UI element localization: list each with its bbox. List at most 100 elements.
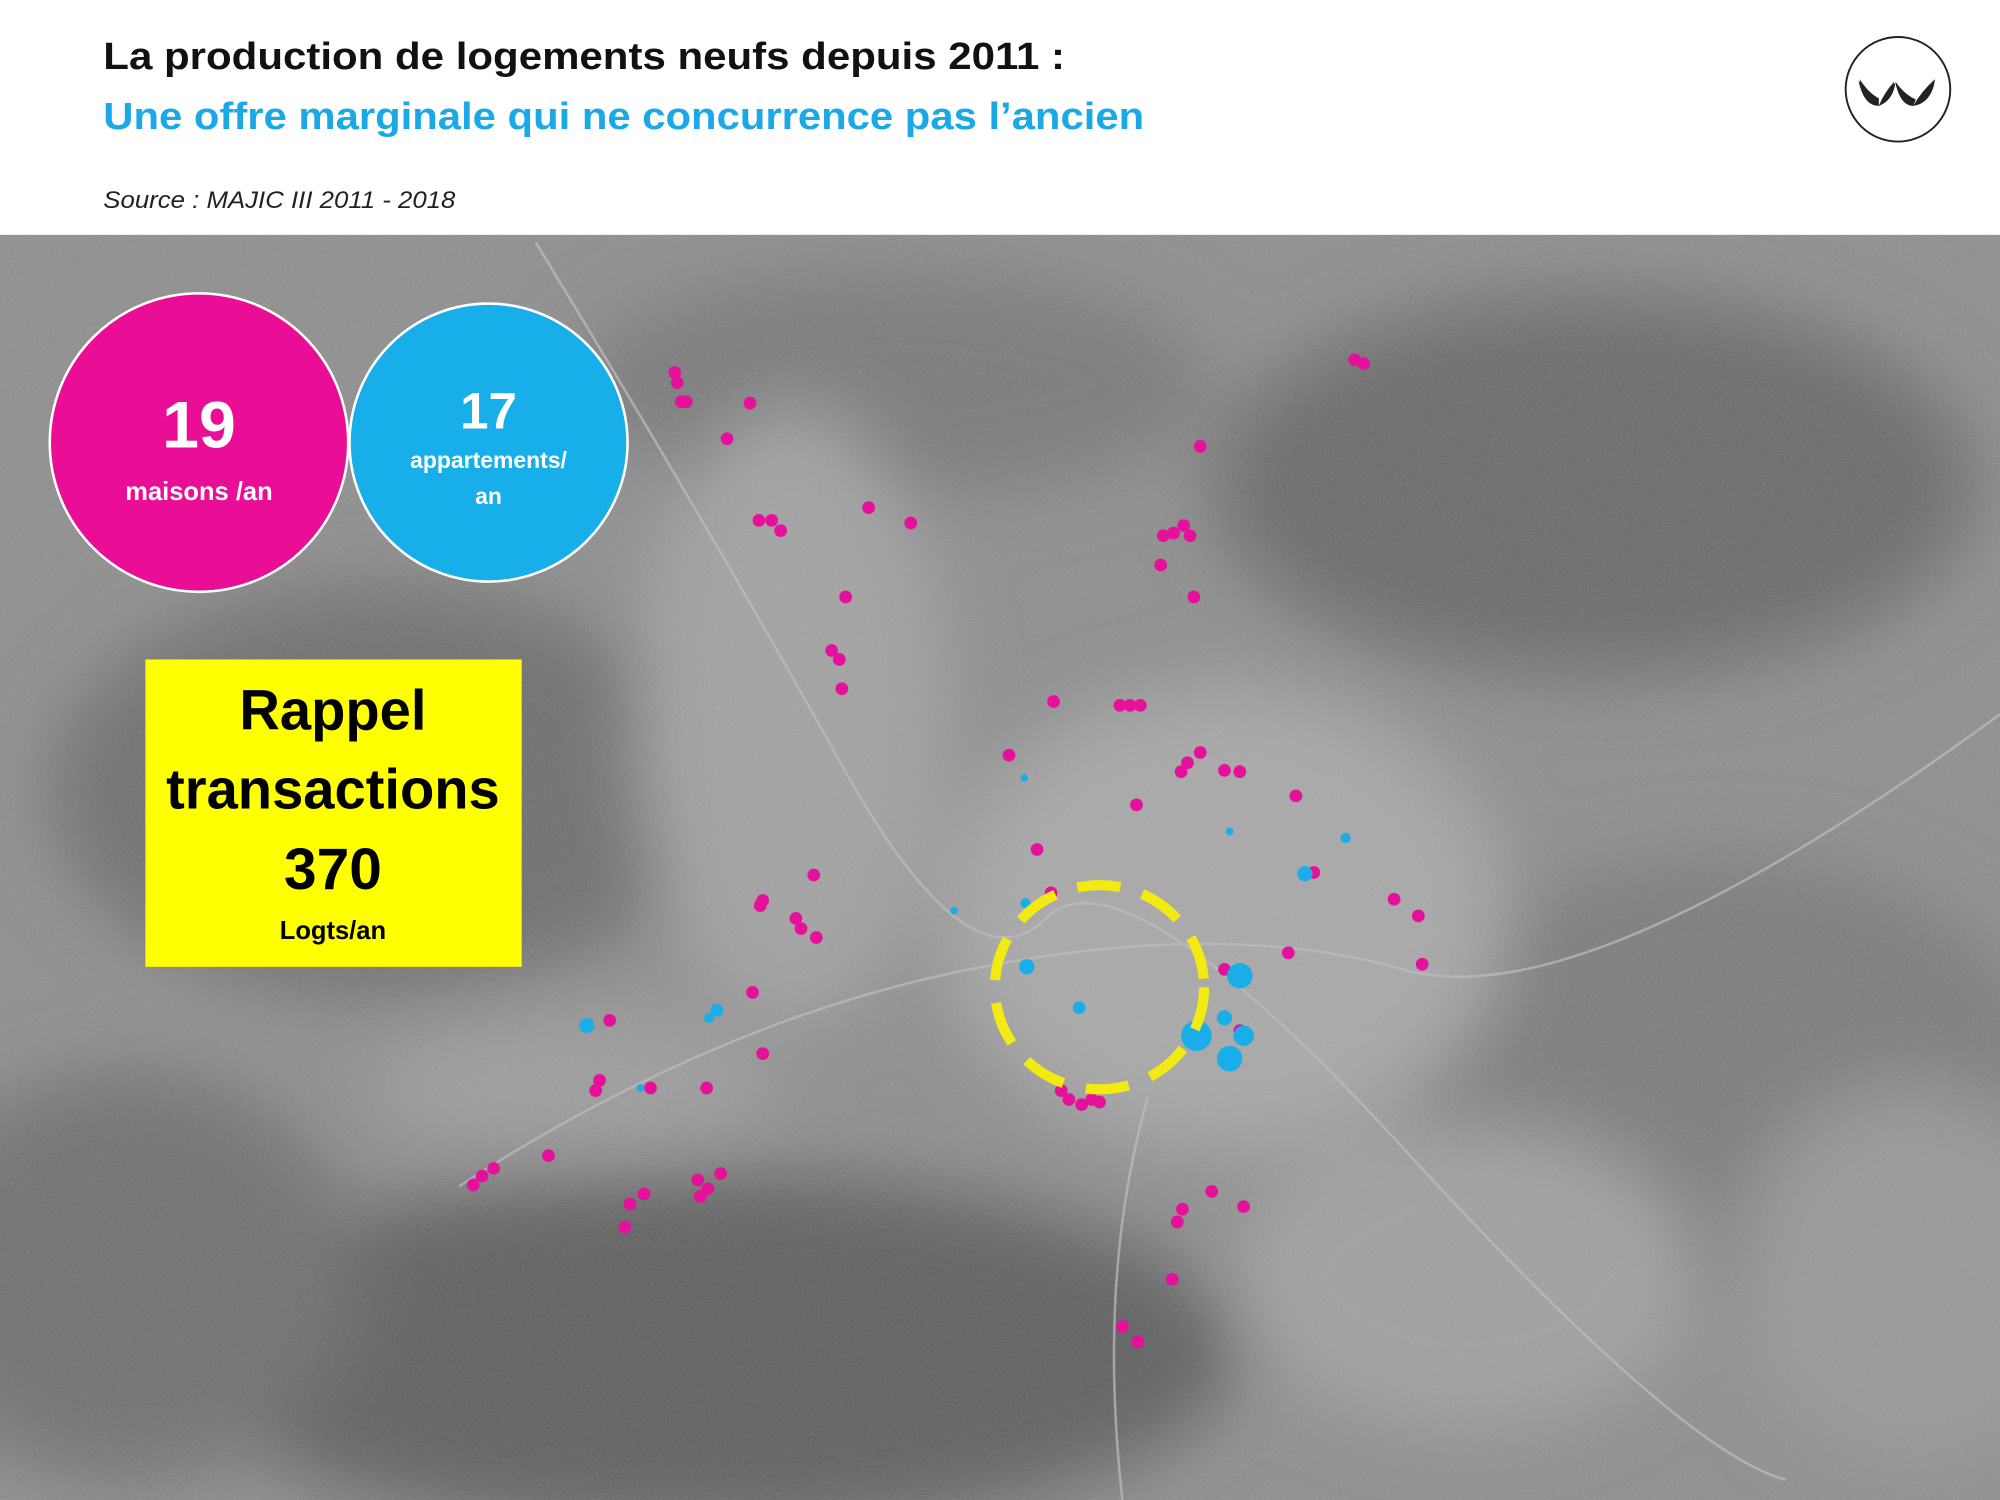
dot: [1233, 765, 1247, 779]
dot: [1113, 698, 1127, 712]
dot: [950, 906, 958, 915]
dot: [1123, 698, 1137, 712]
dot: [1130, 798, 1143, 812]
dot: [862, 501, 875, 515]
dot: [1340, 832, 1351, 844]
dot: [1281, 946, 1295, 960]
callout-value: 370: [284, 837, 382, 902]
callout-line: Rappel: [239, 679, 426, 742]
dot: [1167, 526, 1180, 540]
dot: [1116, 1320, 1129, 1333]
dot: [618, 1220, 632, 1234]
stat-value: 17: [460, 383, 517, 440]
dot: [1237, 1200, 1250, 1214]
stat-label: maisons /an: [125, 478, 272, 506]
source: Source : MAJIC III 2011 - 2018: [103, 187, 456, 214]
dot: [1131, 1335, 1145, 1349]
dot: [1297, 866, 1313, 882]
dot: [637, 1187, 651, 1201]
dot: [774, 524, 787, 537]
dot: [753, 899, 767, 912]
dot: [589, 1084, 603, 1097]
dot: [603, 1014, 617, 1027]
dot: [1227, 963, 1253, 989]
dot: [1093, 1095, 1106, 1109]
dot: [693, 1190, 707, 1203]
dot: [1170, 1215, 1184, 1229]
map: 19 maisons /an 17 appartements/ an Rappe…: [0, 234, 2000, 1500]
dot: [1289, 789, 1303, 803]
dot: [1181, 1020, 1212, 1052]
dot: [579, 1017, 595, 1034]
dot: [832, 653, 846, 666]
callout: Rappel transactions 370 Logts/an: [145, 659, 522, 967]
dot: [1415, 957, 1429, 971]
dot: [746, 985, 759, 999]
stat-apartments: 17 appartements/ an: [348, 302, 629, 583]
dot: [1183, 529, 1197, 543]
dot: [623, 1197, 637, 1211]
dot: [1002, 748, 1016, 762]
dot: [542, 1149, 555, 1162]
stat-label: an: [475, 483, 502, 509]
dot: [743, 396, 757, 410]
dot: [835, 682, 849, 696]
dot: [1176, 1202, 1189, 1216]
dot: [1072, 1001, 1086, 1015]
dot: [1133, 698, 1147, 712]
dot: [1216, 1045, 1243, 1072]
dot: [668, 366, 682, 379]
dot: [1047, 695, 1060, 708]
dot: [700, 1081, 714, 1095]
dot: [825, 644, 839, 657]
dot: [704, 1012, 715, 1023]
city-centre-highlight: [989, 880, 1210, 1095]
dot: [789, 911, 803, 925]
dot: [1062, 1093, 1076, 1106]
dot: [1187, 590, 1201, 604]
dot: [636, 1084, 645, 1092]
house-dots: [466, 353, 1429, 1349]
dot: [475, 1169, 489, 1183]
dot: [1020, 774, 1029, 782]
dot: [720, 432, 734, 446]
dot: [1387, 892, 1401, 906]
dot: [1177, 519, 1191, 532]
dot: [1020, 897, 1031, 909]
logo: [1844, 36, 1952, 143]
subtitle: Une offre marginale qui ne concurrence p…: [103, 95, 1144, 138]
dot: [1233, 1025, 1254, 1046]
callout-unit: Logts/an: [280, 917, 386, 945]
dot: [904, 516, 918, 530]
dot: [1411, 909, 1425, 923]
dot: [839, 590, 853, 604]
title: La production de logements neufs depuis …: [103, 35, 1065, 78]
dot: [1174, 765, 1188, 779]
dot: [1181, 756, 1194, 770]
dot: [809, 931, 823, 944]
stat-label: appartements/: [410, 447, 567, 473]
dot: [1225, 827, 1234, 836]
stat-value: 19: [162, 389, 236, 463]
dot: [1193, 746, 1207, 759]
dot: [714, 1167, 728, 1180]
dot: [1165, 1272, 1179, 1286]
dot: [756, 1047, 770, 1060]
dot: [1075, 1098, 1089, 1111]
dot: [752, 514, 766, 527]
dot: [670, 376, 684, 390]
dot: [765, 514, 779, 527]
dot: [691, 1173, 705, 1187]
dot: [593, 1073, 606, 1087]
dot: [644, 1081, 657, 1095]
dot: [1357, 357, 1370, 370]
dot: [487, 1161, 500, 1175]
dot: [807, 868, 821, 882]
dot: [1216, 1010, 1233, 1026]
dot: [1193, 440, 1207, 453]
dot: [1154, 558, 1168, 572]
dot: [1156, 529, 1170, 543]
dot: [1019, 959, 1035, 975]
apartment-dots: [579, 774, 1351, 1092]
